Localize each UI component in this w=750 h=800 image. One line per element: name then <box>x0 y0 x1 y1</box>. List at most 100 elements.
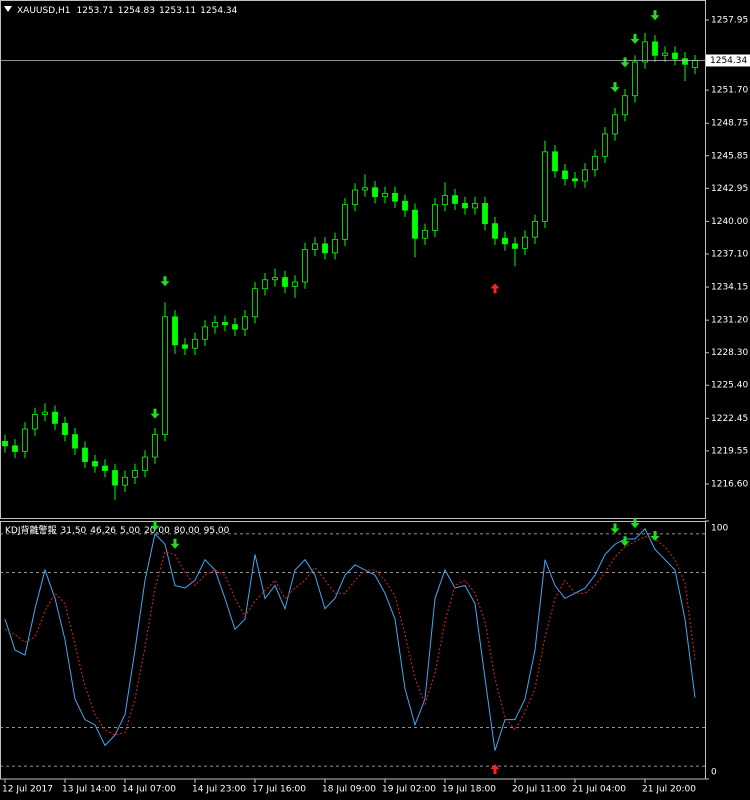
candle-body <box>672 52 678 60</box>
candle-body <box>392 192 398 202</box>
candle-body <box>292 281 298 287</box>
candle-body <box>12 445 18 452</box>
candle-body <box>242 316 248 330</box>
candle-body <box>482 203 488 225</box>
candle-body <box>662 52 668 56</box>
candle-body <box>352 189 358 205</box>
candle-body <box>102 465 108 471</box>
y-tick-label: 1234.15 <box>711 283 748 293</box>
x-tick-label: 18 Jul 09:00 <box>322 785 376 795</box>
candle-body <box>402 200 408 211</box>
open: 1253.71 <box>77 6 114 16</box>
signal-arrow <box>170 538 180 549</box>
candle-body <box>562 170 568 180</box>
candle-body <box>682 58 688 65</box>
candle-body <box>382 192 388 198</box>
signal-arrow <box>630 518 640 529</box>
signal-arrow <box>620 57 630 68</box>
candle-body <box>602 133 608 157</box>
y-tick-label: 1240.00 <box>711 217 748 227</box>
candle-body <box>232 324 238 330</box>
x-tick-label: 17 Jul 16:00 <box>252 785 306 795</box>
candle-body <box>522 236 528 249</box>
x-tick-label: 19 Jul 18:00 <box>442 785 496 795</box>
signal-arrow <box>150 408 160 419</box>
candle-body <box>622 95 628 116</box>
signal-arrow <box>490 283 500 294</box>
candle-body <box>432 204 438 231</box>
candle-body <box>52 411 58 424</box>
x-tick-label: 14 Jul 07:00 <box>122 785 176 795</box>
x-tick-label: 13 Jul 14:00 <box>62 785 116 795</box>
candle-body <box>322 243 328 254</box>
y-tick-label: 100 <box>711 524 728 534</box>
candle-body <box>312 243 318 250</box>
x-tick-label: 20 Jul 11:00 <box>512 785 566 795</box>
candle-body <box>512 243 518 249</box>
level: 5.00 <box>120 526 140 536</box>
candle-body <box>372 187 378 198</box>
header-triangle <box>4 6 12 12</box>
candle-body <box>592 155 598 171</box>
candle-body <box>612 114 618 135</box>
candle-body <box>112 470 118 486</box>
candle-body <box>632 61 638 97</box>
candle-body <box>72 434 78 449</box>
candle-body <box>202 326 208 340</box>
d-value: 46.26 <box>90 526 116 536</box>
candle-body <box>62 422 68 436</box>
candle-body <box>582 169 588 182</box>
candle-body <box>2 440 8 447</box>
indicator-frame <box>0 521 706 780</box>
candle-body <box>222 322 228 326</box>
y-tick-label: 1257.95 <box>711 15 748 25</box>
candle-body <box>272 277 278 281</box>
x-tick-label: 21 Jul 04:00 <box>572 785 626 795</box>
candle-body <box>692 60 698 68</box>
candle-body <box>302 249 308 283</box>
candle-body <box>142 456 148 471</box>
candle-body <box>162 316 168 436</box>
price-label: 1254.34 <box>710 56 747 66</box>
candle-body <box>192 338 198 349</box>
y-tick-label: 1251.70 <box>711 86 748 96</box>
close: 1254.34 <box>200 6 237 16</box>
signal-arrow <box>490 764 500 775</box>
candle-body <box>332 238 338 254</box>
candle-body <box>462 203 468 209</box>
candle-body <box>122 476 128 486</box>
candle-body <box>212 322 218 328</box>
x-tick-label: 21 Jul 20:00 <box>642 785 696 795</box>
candle-body <box>152 434 158 458</box>
indicator-line <box>4 527 696 751</box>
candle-body <box>342 204 348 240</box>
low: 1253.11 <box>159 6 196 16</box>
y-tick-label: 1219.55 <box>711 446 748 456</box>
level: 95.00 <box>204 526 230 536</box>
candle-body <box>532 221 538 238</box>
signal-arrow <box>630 33 640 44</box>
signal-arrow <box>150 520 160 531</box>
candle-body <box>642 41 648 63</box>
candle-body <box>572 178 578 182</box>
candle-body <box>92 461 98 467</box>
y-tick-label: 1216.60 <box>711 479 748 489</box>
candle-body <box>472 203 478 209</box>
signal-arrow <box>160 276 170 287</box>
y-tick-label: 1242.95 <box>711 184 748 194</box>
symbol: XAUUSD,H1 <box>17 6 71 16</box>
candle-body <box>262 279 268 290</box>
price-label-box <box>706 54 750 67</box>
indicator-header: KDJ背離警報 31.50 46.26 5.00 20.00 80.00 95.00 <box>5 524 230 536</box>
x-tick-label: 14 Jul 23:00 <box>192 785 246 795</box>
k-value: 31.50 <box>61 526 87 536</box>
candle-body <box>422 229 428 239</box>
signal-arrow <box>650 531 660 542</box>
candle-body <box>282 277 288 287</box>
candle-body <box>652 41 658 56</box>
y-tick-label: 0 <box>711 768 717 778</box>
chart-header: XAUUSD,H1 1253.71 1254.83 1253.11 1254.34 <box>17 6 238 16</box>
